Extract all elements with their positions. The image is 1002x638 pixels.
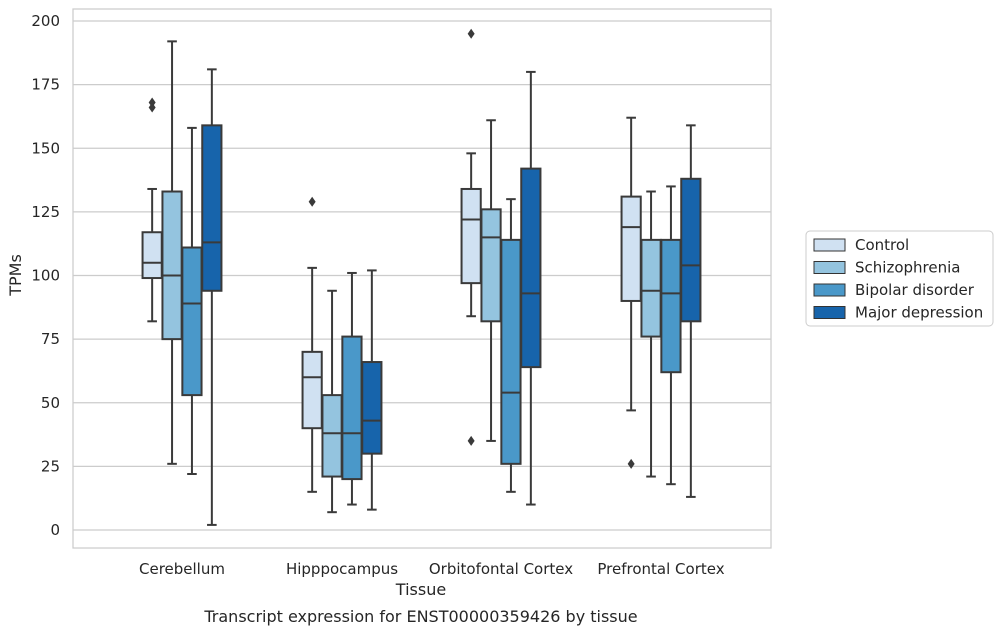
y-tick-label: 200 [31,12,60,30]
box-element [141,97,163,323]
legend-swatch [813,306,846,319]
series-control [141,28,642,493]
plot-frame [72,8,772,549]
x-tick-labels: Cerebellum Hipppocampus Orbitofontal Corte… [139,560,725,578]
box-element [460,28,482,446]
box-iqr [620,195,642,302]
box-element [680,124,702,498]
legend-label: Major depression [855,304,983,322]
box-iqr [680,177,702,323]
legend-swatch [813,261,846,274]
y-tick-label: 175 [31,76,60,94]
outlier-point [467,28,475,39]
y-tick-label: 25 [41,457,60,475]
y-tick-label: 50 [41,394,60,412]
box-element [341,271,363,506]
legend-label: Schizophrenia [855,259,960,277]
legend: Control Schizophrenia Bipolar disorder Majo… [805,230,994,327]
legend-label: Bipolar disorder [855,281,975,299]
legend-swatch [813,238,846,252]
series-major-depression [201,68,702,526]
box-iqr [500,238,522,465]
box-iqr [520,167,542,369]
box-iqr [660,238,682,374]
y-tick-label: 75 [41,330,60,348]
box-iqr [181,246,203,397]
outlier-point [148,102,156,113]
box-element [620,116,642,469]
box-element [181,126,203,476]
box-element [201,68,223,526]
box-element [660,185,682,486]
box-element [520,70,542,506]
outlier-point [148,97,156,108]
box-iqr [301,350,323,430]
box-element [361,269,383,511]
series-schizophrenia [161,40,662,514]
chart-caption: Transcript expression for ENST0000035942… [203,607,637,626]
box-element [301,196,323,493]
box-iqr [480,208,502,323]
outlier-point [467,435,475,446]
box-series [141,28,702,526]
x-tick-label: Prefrontal Cortex [597,560,724,578]
legend-label: Control [855,236,909,254]
box-element [500,198,522,493]
y-tick-label: 150 [31,139,60,157]
x-axis-label: Tissue [395,580,446,599]
outlier-point [627,458,635,469]
y-tick-label: 100 [31,267,60,285]
box-iqr [460,187,482,285]
box-element [480,119,502,442]
box-iqr [141,231,163,280]
x-tick-label: Hipppocampus [286,560,398,578]
legend-swatch [813,283,846,297]
box-element [640,190,662,478]
y-tick-label: 125 [31,203,60,221]
series-bipolar-disorder [181,126,682,506]
y-tick-label: 0 [50,521,60,539]
box-element [321,289,343,514]
box-iqr [321,394,343,478]
outlier-point [308,196,316,207]
legend-frame [805,230,994,327]
x-tick-label: Orbitofontal Cortex [429,560,573,578]
box-iqr [161,190,183,341]
box-iqr [640,238,662,338]
box-element [161,40,183,465]
x-tick-label: Cerebellum [139,560,225,578]
box-iqr [201,124,223,292]
y-axis-label: TPMs [6,254,25,297]
y-tick-labels: 0 25 50 75 100 125 150 175 200 [31,12,60,539]
box-iqr [341,335,363,481]
box-iqr [361,361,383,455]
